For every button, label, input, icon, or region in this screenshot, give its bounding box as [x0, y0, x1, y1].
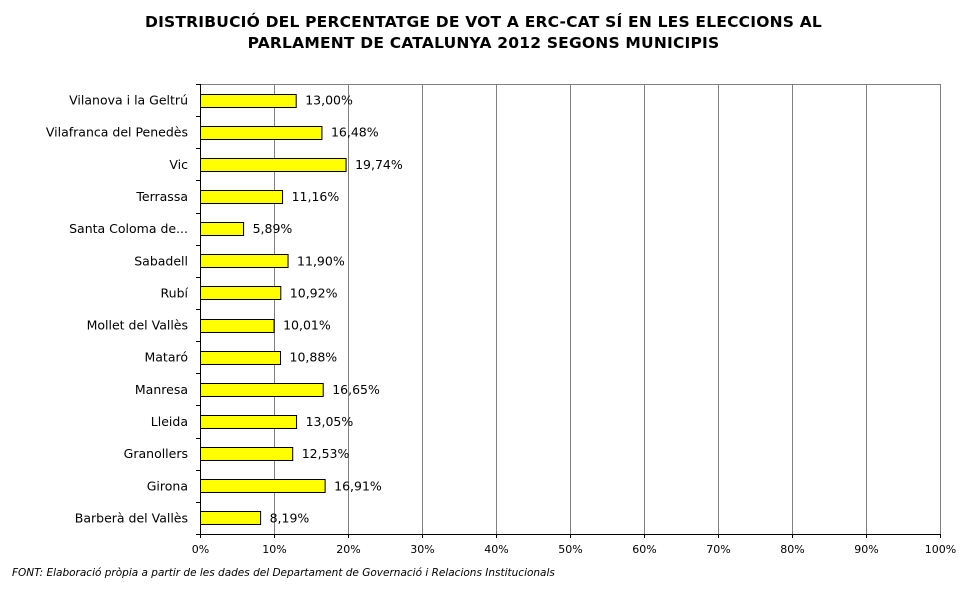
- x-tick-label: 70%: [706, 543, 730, 556]
- bar: [200, 383, 324, 397]
- bar: [200, 126, 323, 140]
- value-label: 13,05%: [306, 414, 354, 429]
- x-tick-label: 10%: [262, 543, 286, 556]
- value-label: 19,74%: [355, 157, 403, 172]
- source-note: FONT: Elaboració pròpia a partir de les …: [12, 567, 555, 579]
- category-label: Vic: [169, 157, 188, 172]
- category-label: Barberà del Vallès: [75, 510, 188, 525]
- chart-title-line-2: PARLAMENT DE CATALUNYA 2012 SEGONS MUNIC…: [247, 34, 720, 52]
- x-tick-label: 80%: [780, 543, 804, 556]
- bar: [200, 415, 298, 429]
- category-label: Granollers: [124, 446, 188, 461]
- value-label: 11,90%: [297, 253, 345, 268]
- bar: [200, 222, 245, 236]
- value-label: 10,01%: [283, 318, 331, 333]
- value-label: 5,89%: [253, 221, 293, 236]
- value-label: 13,00%: [305, 93, 353, 108]
- x-tick-label: 100%: [925, 543, 956, 556]
- bar: [200, 158, 347, 172]
- x-tick-label: 90%: [854, 543, 878, 556]
- value-label: 16,65%: [332, 382, 380, 397]
- category-label: Vilanova i la Geltrú: [69, 93, 188, 108]
- category-label: Sabadell: [134, 253, 188, 268]
- value-label: 16,48%: [331, 125, 379, 140]
- category-label: Rubí: [161, 285, 189, 300]
- x-tick-label: 60%: [632, 543, 656, 556]
- plot-area: 0% 10% 20% 30% 40% 50% 60% 70% 80% 90% 100% Vilanov…: [46, 84, 956, 556]
- value-label: 10,92%: [290, 285, 338, 300]
- bar: [200, 286, 282, 300]
- bar: [200, 254, 289, 268]
- chart-title-line-1: DISTRIBUCIÓ DEL PERCENTATGE DE VOT A ERC…: [145, 13, 822, 31]
- x-tick-label: 0%: [192, 543, 209, 556]
- bar: [200, 511, 262, 525]
- x-tick-label: 30%: [410, 543, 434, 556]
- x-tick-label: 40%: [484, 543, 508, 556]
- bar: [200, 447, 294, 461]
- bar: [200, 351, 282, 365]
- value-label: 8,19%: [270, 510, 310, 525]
- value-label: 11,16%: [292, 189, 340, 204]
- value-label: 12,53%: [302, 446, 350, 461]
- category-label: Vilafranca del Penedès: [46, 125, 188, 140]
- category-label: Lleida: [151, 414, 188, 429]
- category-label: Manresa: [135, 382, 188, 397]
- value-label: 10,88%: [290, 350, 338, 365]
- bar: [200, 479, 326, 493]
- chart-title: DISTRIBUCIÓ DEL PERCENTATGE DE VOT A ERC…: [0, 12, 967, 54]
- bar: [200, 190, 284, 204]
- category-label: Mollet del Vallès: [87, 318, 188, 333]
- category-label: Santa Coloma de...: [69, 221, 188, 236]
- category-label: Girona: [147, 478, 188, 493]
- value-label: 16,91%: [334, 478, 382, 493]
- bar: [200, 319, 275, 333]
- category-label: Mataró: [144, 350, 188, 365]
- bar: [200, 94, 297, 108]
- x-tick-label: 20%: [336, 543, 360, 556]
- x-tick-label: 50%: [558, 543, 582, 556]
- category-label: Terrassa: [135, 189, 188, 204]
